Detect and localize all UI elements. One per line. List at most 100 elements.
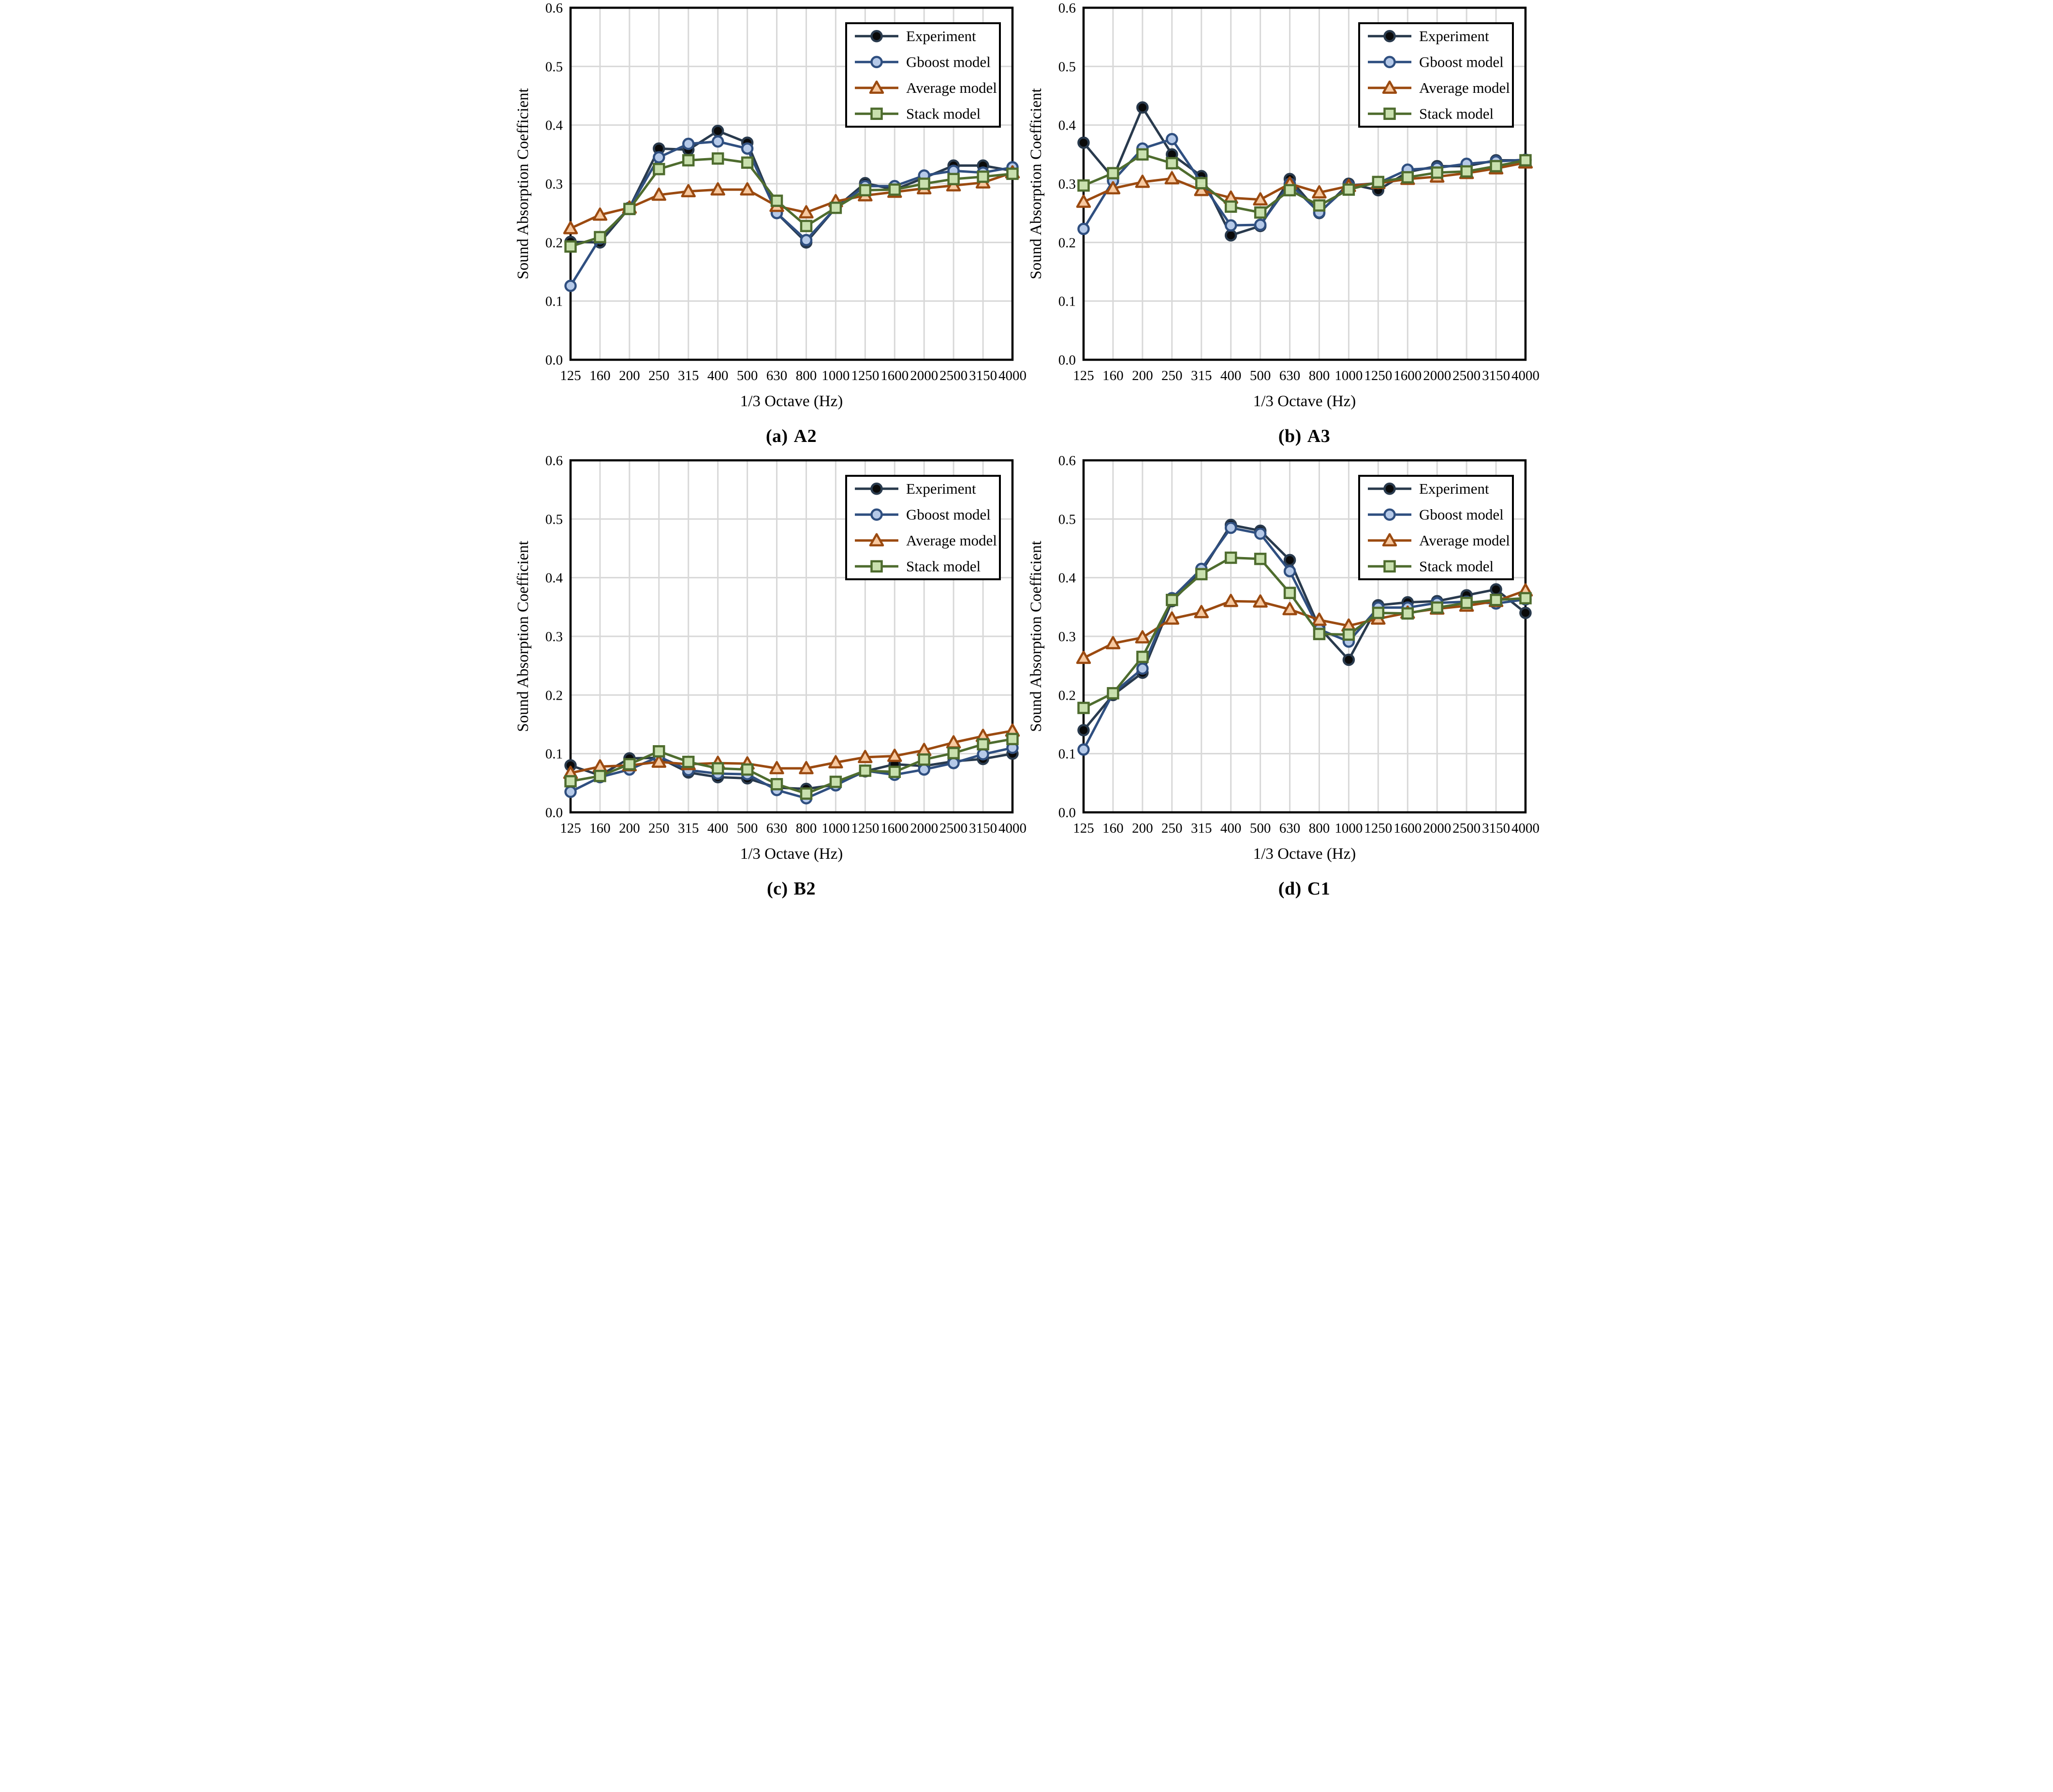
legend: Experiment Gboost model Average model Stack…	[1358, 475, 1514, 580]
legend-label: Experiment	[1419, 28, 1489, 44]
experiment-point	[711, 125, 724, 137]
experiment-line	[570, 752, 1012, 790]
panel-b-chart: 0.0 0.1 0.2 0.3 0.4 0.5 0.6 125 160 200 250 315 400 5…	[1027, 0, 1540, 410]
series-stack-model	[564, 152, 1019, 253]
gboost-model-point	[1254, 219, 1266, 231]
x-tick: 500	[736, 821, 758, 836]
y-tick: 0.3	[545, 176, 562, 192]
stack-model-point	[682, 154, 694, 167]
legend-marker	[870, 483, 883, 495]
experiment-point	[1224, 229, 1237, 242]
average-model-line	[570, 729, 1012, 775]
gboost-model-point	[1224, 219, 1237, 232]
legend-marker	[1383, 56, 1396, 68]
stack-model-point	[888, 765, 901, 778]
legend-label: Experiment	[1419, 480, 1489, 497]
plot-frame	[1082, 459, 1526, 814]
gboost-model-point	[976, 748, 989, 761]
stack-model-point	[770, 194, 783, 207]
figure-page: 0.0 0.1 0.2 0.3 0.4 0.5 0.6 125 160 200 250 315 400 5…	[513, 0, 1540, 904]
gboost-model-point	[1165, 133, 1178, 146]
y-tick: 0.5	[1058, 512, 1075, 527]
stack-model-markers	[1077, 551, 1532, 714]
stack-model-point	[1254, 553, 1266, 565]
average-model-point	[1076, 650, 1091, 664]
x-tick-labels: 125 160 200 250 315 400 500 630 800 1000 1250 1600 2…	[1073, 368, 1540, 383]
x-tick: 2500	[939, 368, 968, 383]
legend-item-stack-model: Stack model	[1367, 558, 1494, 574]
stack-model-point	[976, 738, 989, 751]
panel-d-sample: C1	[1307, 879, 1331, 899]
stack-model-point	[1224, 200, 1237, 213]
stack-model-point	[800, 787, 812, 800]
stack-model-point	[947, 173, 960, 186]
stack-model-point	[829, 776, 842, 788]
y-tick: 0.1	[545, 747, 562, 762]
x-tick: 1600	[880, 821, 909, 836]
average-model-point	[1076, 194, 1091, 208]
stack-model-point	[652, 162, 665, 176]
stack-model-point	[947, 747, 960, 760]
gboost-model-point	[800, 234, 812, 247]
x-tick: 1600	[1393, 821, 1422, 836]
stack-model-line	[570, 737, 1012, 795]
x-tick: 3150	[969, 368, 997, 383]
stack-model-point	[1489, 160, 1502, 173]
x-tick: 500	[736, 368, 758, 383]
experiment-point	[1283, 554, 1296, 567]
series-average-model	[1076, 155, 1533, 208]
y-tick: 0.0	[545, 805, 562, 821]
y-tick: 0.2	[545, 235, 562, 250]
average-model-point	[1311, 185, 1327, 199]
y-axis-title: Sound Absorption Coefficient	[1027, 88, 1045, 279]
gboost-model-point	[917, 763, 930, 776]
stack-model-point	[741, 763, 753, 776]
stack-model-point	[1077, 179, 1090, 192]
stack-model-point	[976, 170, 989, 183]
panel-a: 0.0 0.1 0.2 0.3 0.4 0.5 0.6 125 160 200 250 315 400 5…	[513, 0, 1026, 447]
x-tick: 160	[1102, 821, 1124, 836]
x-tick: 500	[1249, 368, 1271, 383]
stack-model-point	[1372, 606, 1384, 619]
legend-marker	[869, 533, 884, 546]
panel-c-chart: 0.0 0.1 0.2 0.3 0.4 0.5 0.6 125 160 200 250 315 400 5…	[514, 453, 1026, 863]
legend-marker	[869, 80, 884, 94]
x-tick: 1000	[1334, 821, 1363, 836]
stack-model-point	[1342, 628, 1355, 641]
x-tick: 200	[619, 368, 640, 383]
plot-frame	[569, 459, 1013, 814]
x-tick: 125	[1073, 368, 1094, 383]
panel-d: 0.0 0.1 0.2 0.3 0.4 0.5 0.6 125 160 200 250 315 400 5…	[1026, 453, 1540, 899]
y-axis-title: Sound Absorption Coefficient	[1027, 541, 1045, 732]
legend-item-experiment: Experiment	[1367, 480, 1489, 497]
legend-item-average-model: Average model	[854, 532, 997, 549]
y-tick: 0.5	[545, 59, 562, 74]
y-tick-labels: 0.0 0.1 0.2 0.3 0.4 0.5 0.6	[545, 0, 563, 368]
y-tick: 0.4	[545, 571, 563, 586]
gboost-model-point	[682, 137, 694, 150]
x-axis-title: 1/3 Octave (Hz)	[1253, 393, 1356, 410]
stack-model-markers	[564, 152, 1019, 253]
stack-model-point	[917, 177, 930, 190]
stack-model-point	[564, 240, 577, 253]
legend-marker	[870, 56, 883, 68]
gboost-model-point	[947, 757, 960, 769]
x-tick: 4000	[998, 821, 1026, 836]
stack-model-point	[1195, 177, 1207, 190]
x-tick: 315	[677, 368, 699, 383]
stack-model-point	[1077, 702, 1090, 714]
x-tick: 1250	[1364, 821, 1392, 836]
stack-model-point	[623, 758, 636, 771]
average-model-point	[1135, 175, 1150, 188]
legend-label: Stack model	[906, 558, 981, 574]
stack-model-point	[711, 152, 724, 165]
x-tick: 3150	[1482, 368, 1510, 383]
y-tick-labels: 0.0 0.1 0.2 0.3 0.4 0.5 0.6	[1058, 453, 1076, 821]
stack-model-point	[1372, 176, 1384, 189]
legend-label: Stack model	[1419, 558, 1494, 574]
stack-model-point	[1136, 650, 1149, 663]
x-tick: 2000	[1423, 368, 1451, 383]
x-tick: 400	[707, 821, 728, 836]
experiment-line	[1082, 523, 1526, 731]
average-model-point	[592, 207, 607, 221]
